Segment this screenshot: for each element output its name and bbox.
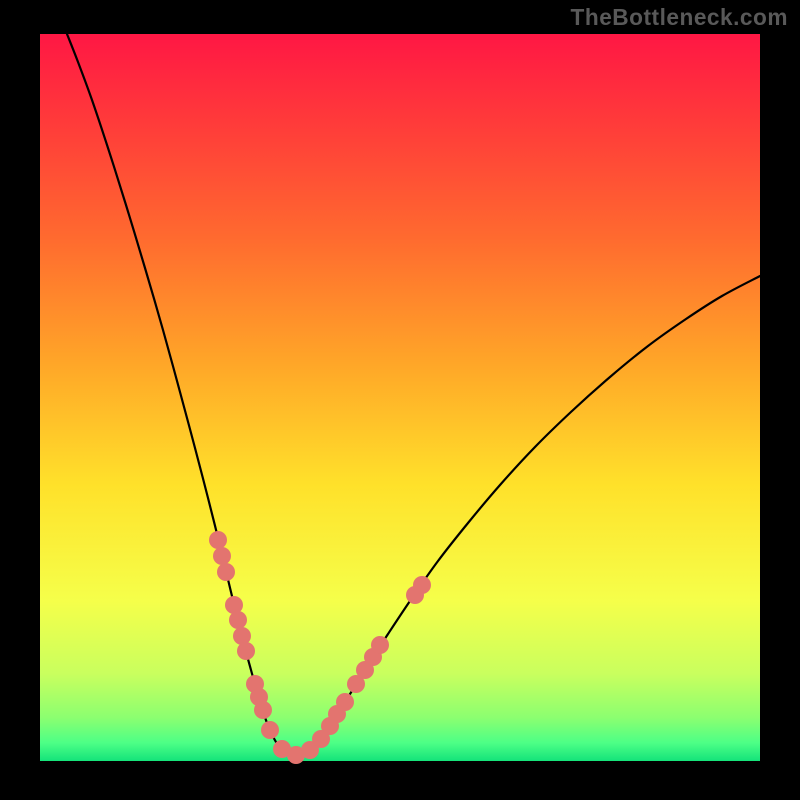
datapoint-marker xyxy=(261,721,279,739)
datapoint-marker xyxy=(213,547,231,565)
datapoint-marker xyxy=(237,642,255,660)
bottleneck-chart: TheBottleneck.com xyxy=(0,0,800,800)
datapoint-marker xyxy=(217,563,235,581)
datapoint-marker xyxy=(413,576,431,594)
plot-background xyxy=(40,34,760,761)
chart-svg xyxy=(0,0,800,800)
datapoint-marker xyxy=(229,611,247,629)
datapoint-marker xyxy=(336,693,354,711)
datapoint-marker xyxy=(371,636,389,654)
datapoint-marker xyxy=(254,701,272,719)
watermark-text: TheBottleneck.com xyxy=(571,4,788,31)
datapoint-marker xyxy=(209,531,227,549)
